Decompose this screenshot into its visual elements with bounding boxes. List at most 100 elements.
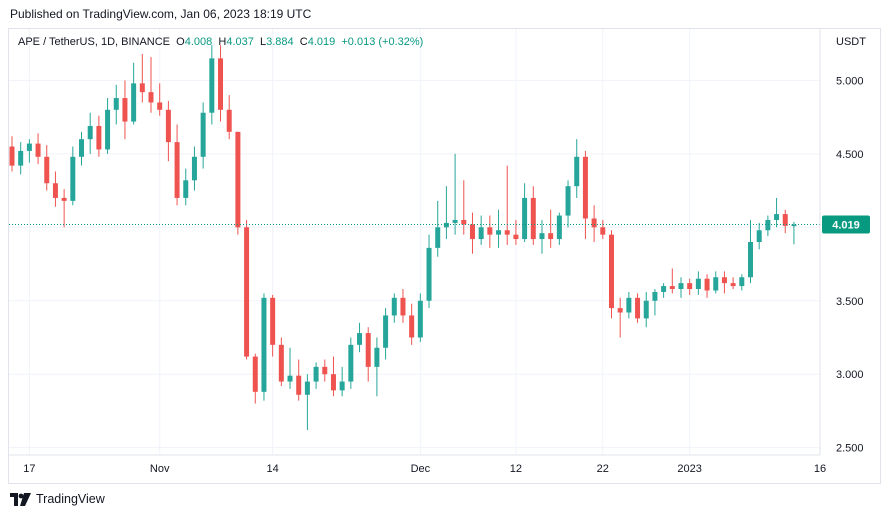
candle-body	[87, 125, 93, 140]
candle-body	[391, 297, 397, 316]
candle	[209, 45, 215, 125]
candle	[183, 168, 189, 206]
candle	[191, 146, 197, 191]
candle-body	[435, 227, 441, 248]
candle-body	[469, 224, 475, 240]
candle-body	[322, 366, 328, 375]
candle	[61, 189, 67, 228]
candle	[747, 219, 753, 284]
candle-body	[209, 58, 215, 113]
candle-body	[79, 139, 85, 157]
candle-body	[9, 146, 15, 166]
candle	[235, 131, 241, 235]
candle-body	[61, 197, 67, 201]
y-tick-label: 5.000	[836, 75, 864, 87]
candle-body	[409, 315, 415, 338]
candle	[687, 278, 693, 295]
candle-body	[704, 278, 710, 291]
candle	[574, 139, 580, 198]
candle	[409, 303, 415, 345]
candle	[513, 219, 519, 245]
candle	[148, 56, 154, 113]
candle	[548, 209, 554, 248]
candle-body	[443, 222, 449, 228]
candle-body	[756, 230, 762, 242]
candle	[669, 268, 675, 294]
candle	[139, 53, 145, 103]
low-value: 3.884	[266, 36, 294, 48]
brand-name: TradingView	[36, 492, 105, 506]
candle-body	[643, 300, 649, 319]
candle-body	[635, 297, 641, 319]
candle-body	[487, 227, 493, 235]
candle	[582, 150, 588, 240]
candle-body	[687, 283, 693, 290]
candle-body	[461, 219, 467, 225]
y-tick-label: 3.000	[836, 369, 864, 381]
candle-body	[426, 247, 432, 301]
candle	[774, 197, 780, 228]
candle	[765, 215, 771, 237]
candle	[44, 145, 50, 191]
candle	[244, 219, 250, 360]
candle-body	[765, 219, 771, 231]
candle-body	[652, 291, 658, 301]
candle-body	[226, 109, 232, 132]
candle	[157, 83, 163, 116]
candle-body	[26, 143, 32, 151]
candle-body	[400, 297, 406, 316]
candle-body	[383, 315, 389, 348]
candle-body	[600, 227, 606, 235]
open-value: 4.008	[184, 36, 213, 48]
candle-body	[35, 143, 41, 157]
candle	[556, 212, 562, 245]
candle	[478, 215, 484, 245]
candle	[87, 112, 93, 154]
candle	[652, 289, 658, 316]
last-price-badge: 4.019	[822, 215, 870, 234]
candle	[200, 102, 206, 169]
candle	[443, 186, 449, 240]
candle	[79, 131, 85, 166]
candle-body	[669, 286, 675, 290]
candle	[496, 209, 502, 248]
candle	[782, 209, 788, 234]
candle	[52, 171, 58, 207]
y-tick-label: 4.500	[836, 149, 864, 161]
candle	[608, 230, 614, 319]
candle	[9, 136, 15, 172]
candle	[504, 165, 510, 245]
y-tick-label: 2.500	[836, 443, 864, 455]
candle	[469, 212, 475, 254]
candle-body	[730, 283, 736, 287]
candle-body	[791, 224, 797, 227]
tradingview-logo-icon	[10, 492, 31, 506]
candle-body	[96, 125, 102, 150]
candle	[435, 200, 441, 257]
candle-body	[191, 156, 197, 181]
candle	[18, 142, 24, 175]
candle	[174, 124, 180, 206]
candle	[461, 180, 467, 235]
candle	[426, 234, 432, 309]
candle-body	[148, 92, 154, 103]
candle-body	[478, 227, 484, 240]
candle	[96, 115, 102, 157]
candle-body	[52, 183, 58, 198]
tradingview-brand[interactable]: TradingView	[10, 492, 105, 506]
symbol-legend[interactable]: APE / TetherUS, 1D, BINANCE O4.008 H4.03…	[18, 36, 423, 48]
candle	[383, 308, 389, 360]
candle	[339, 366, 345, 397]
y-tick-label: 3.500	[836, 296, 864, 308]
high-value: 4.037	[226, 36, 254, 48]
candle-body	[278, 344, 284, 382]
candle-body	[556, 215, 562, 240]
x-tick-label: 17	[23, 463, 35, 475]
candle-body	[252, 356, 258, 392]
candle-body	[565, 186, 571, 216]
candle	[330, 356, 336, 397]
candle-body	[504, 230, 510, 235]
candle-body	[417, 300, 423, 338]
candle-body	[183, 180, 189, 198]
